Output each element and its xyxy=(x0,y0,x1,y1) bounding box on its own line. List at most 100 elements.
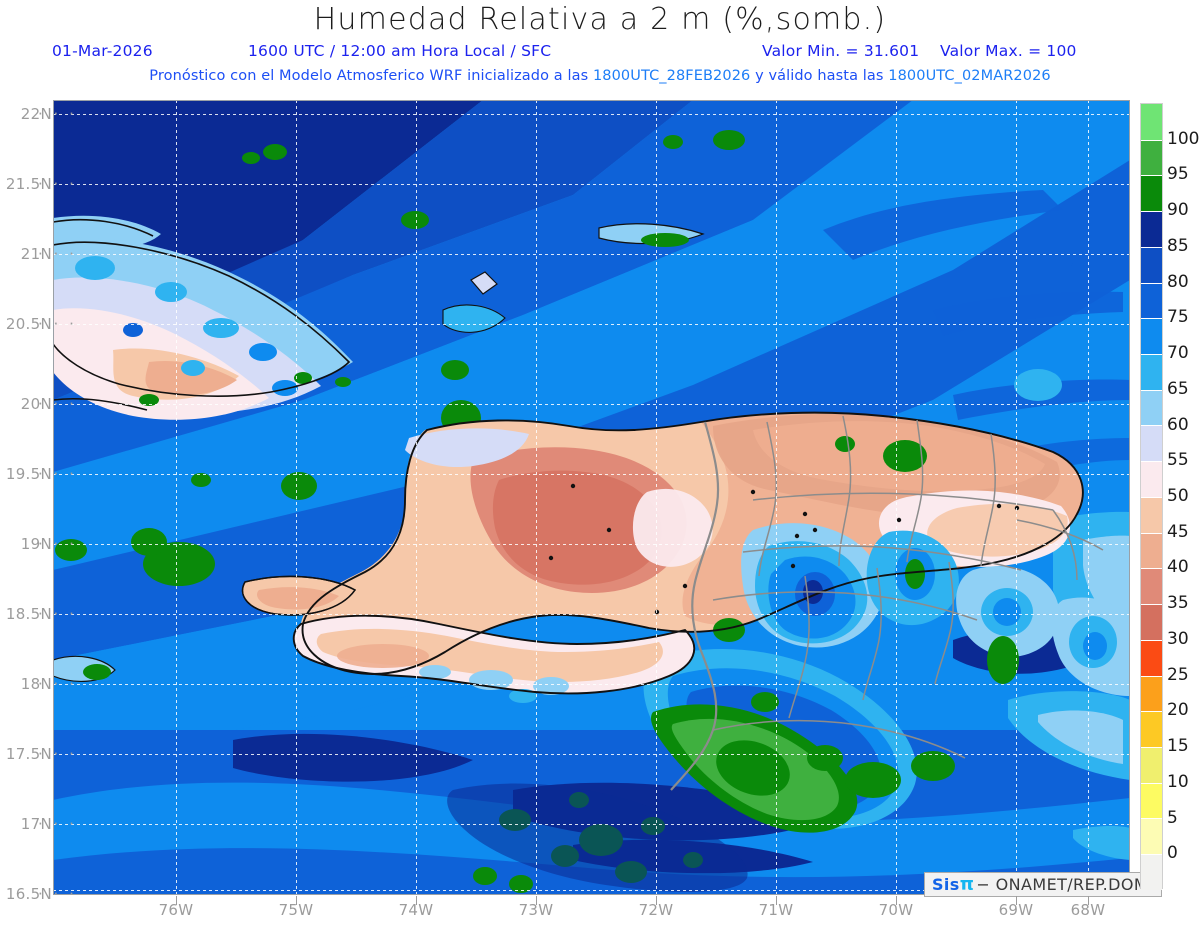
colorbar-swatch[interactable] xyxy=(1141,496,1162,533)
value-min: Valor Min. = 31.601 xyxy=(762,42,920,60)
colorbar-swatch[interactable] xyxy=(1141,425,1162,462)
longitude-tick-label: 72W xyxy=(638,901,674,919)
latitude-tick-label: 20N xyxy=(20,395,52,413)
colorbar-swatch[interactable] xyxy=(1141,318,1162,355)
colorbar-tick-label: 70 xyxy=(1167,343,1189,364)
colorbar-swatch[interactable] xyxy=(1141,175,1162,212)
model-text-mid: y válido hasta las xyxy=(750,68,889,84)
longitude-tick-label: 74W xyxy=(398,901,434,919)
longitude-tick-mark xyxy=(416,896,417,905)
latitude-tick-label: 16.5N xyxy=(5,885,52,903)
humidity-field-svg xyxy=(53,100,1130,895)
colorbar-tick-label: 60 xyxy=(1167,414,1189,435)
latitude-tick-dots: · · · xyxy=(38,885,77,903)
latitude-tick-label: 22N xyxy=(20,105,52,123)
latitude-tick-label: 21N xyxy=(20,245,52,263)
colorbar-tick-label: 30 xyxy=(1167,628,1189,649)
longitude-tick-mark xyxy=(536,896,537,905)
latitude-tick-label: 17N xyxy=(20,815,52,833)
colorbar-swatch[interactable] xyxy=(1141,639,1162,676)
colorbar-tick-label: 75 xyxy=(1167,307,1189,328)
colorbar-tick-label: 25 xyxy=(1167,664,1189,685)
latitude-tick-dots: · · · xyxy=(38,535,77,553)
colorbar[interactable] xyxy=(1140,103,1163,890)
longitude-tick-mark xyxy=(1088,896,1089,905)
latitude-tick-label: 18N xyxy=(20,675,52,693)
latitude-tick-dots: · · · xyxy=(38,815,77,833)
latitude-tick-dots: · · · xyxy=(38,745,77,763)
colorbar-tick-label: 80 xyxy=(1167,271,1189,292)
longitude-tick-mark xyxy=(296,896,297,905)
latitude-tick-label: 19.5N xyxy=(5,465,52,483)
longitude-tick-label: 70W xyxy=(878,901,914,919)
colorbar-tick-label: 85 xyxy=(1167,235,1189,256)
colorbar-tick-label: 10 xyxy=(1167,771,1189,792)
colorbar-tick-label: 45 xyxy=(1167,521,1189,542)
forecast-time: 1600 UTC / 12:00 am Hora Local / SFC xyxy=(248,42,552,60)
colorbar-swatch[interactable] xyxy=(1141,104,1162,140)
longitude-tick-mark xyxy=(656,896,657,905)
colorbar-tick-label: 40 xyxy=(1167,557,1189,578)
colorbar-swatch[interactable] xyxy=(1141,139,1162,176)
latitude-tick-dots: · · · xyxy=(38,395,77,413)
latitude-tick-dots: · · · xyxy=(38,605,77,623)
colorbar-tick-label: 65 xyxy=(1167,378,1189,399)
colorbar-swatch[interactable] xyxy=(1141,604,1162,640)
latitude-tick-dots: · · · xyxy=(38,175,77,193)
colorbar-swatch[interactable] xyxy=(1141,818,1162,855)
longitude-tick-label: 76W xyxy=(158,901,194,919)
longitude-tick-mark xyxy=(776,896,777,905)
colorbar-tick-label: 50 xyxy=(1167,486,1189,506)
colorbar-swatch[interactable] xyxy=(1141,461,1162,497)
model-text-pre: Pronóstico con el Modelo Atmosferico WRF… xyxy=(149,68,593,84)
colorbar-swatch[interactable] xyxy=(1141,854,1162,890)
watermark-onamet: Sis π − ONAMET/REP.DOM. xyxy=(924,872,1162,897)
colorbar-swatch[interactable] xyxy=(1141,568,1162,605)
colorbar-swatch[interactable] xyxy=(1141,782,1162,819)
colorbar-swatch[interactable] xyxy=(1141,211,1162,247)
colorbar-tick-label: 100 xyxy=(1167,128,1200,149)
map-plot-area[interactable] xyxy=(53,100,1130,895)
colorbar-swatch[interactable] xyxy=(1141,282,1162,319)
model-valid-time: 1800UTC_02MAR2026 xyxy=(888,68,1051,84)
longitude-tick-label: 69W xyxy=(998,901,1034,919)
colorbar-tick-label: 0 xyxy=(1167,843,1178,864)
colorbar-swatch[interactable] xyxy=(1141,354,1162,390)
latitude-tick-dots: · · · xyxy=(38,675,77,693)
colorbar-swatch[interactable] xyxy=(1141,746,1162,783)
colorbar-tick-label: 35 xyxy=(1167,593,1189,614)
model-description-line: Pronóstico con el Modelo Atmosferico WRF… xyxy=(0,68,1200,84)
latitude-tick-label: 18.5N xyxy=(5,605,52,623)
colorbar-swatch[interactable] xyxy=(1141,711,1162,747)
colorbar-tick-label: 20 xyxy=(1167,700,1189,721)
longitude-tick-mark xyxy=(896,896,897,905)
latitude-tick-dots: · · · xyxy=(38,245,77,263)
latitude-tick-dots: · · · xyxy=(38,105,77,123)
colorbar-swatch[interactable] xyxy=(1141,675,1162,712)
watermark-agency-text: − ONAMET/REP.DOM. xyxy=(976,875,1154,894)
model-init-time: 1800UTC_28FEB2026 xyxy=(592,68,751,84)
longitude-tick-mark xyxy=(176,896,177,905)
latitude-tick-label: 17.5N xyxy=(5,745,52,763)
colorbar-tick-label: 90 xyxy=(1167,200,1189,221)
latitude-tick-dots: · · · xyxy=(38,465,77,483)
longitude-tick-label: 75W xyxy=(278,901,314,919)
colorbar-swatch[interactable] xyxy=(1141,246,1162,283)
longitude-tick-label: 71W xyxy=(758,901,794,919)
colorbar-swatch[interactable] xyxy=(1141,389,1162,426)
latitude-tick-label: 21.5N xyxy=(5,175,52,193)
longitude-tick-mark xyxy=(1016,896,1017,905)
longitude-tick-label: 73W xyxy=(518,901,554,919)
value-max: Valor Max. = 100 xyxy=(940,42,1077,60)
colorbar-tick-label: 5 xyxy=(1167,807,1178,828)
latitude-tick-dots: · · · xyxy=(38,315,77,333)
colorbar-swatch[interactable] xyxy=(1141,532,1162,569)
forecast-date: 01-Mar-2026 xyxy=(52,42,153,60)
colorbar-tick-label: 15 xyxy=(1167,736,1189,757)
watermark-pi-symbol: π xyxy=(959,874,975,895)
watermark-sis-text: Sis xyxy=(932,875,960,894)
colorbar-tick-label: 95 xyxy=(1167,164,1189,185)
longitude-tick-label: 68W xyxy=(1070,901,1106,919)
page-title: Humedad Relativa a 2 m (%,somb.) xyxy=(313,2,887,37)
